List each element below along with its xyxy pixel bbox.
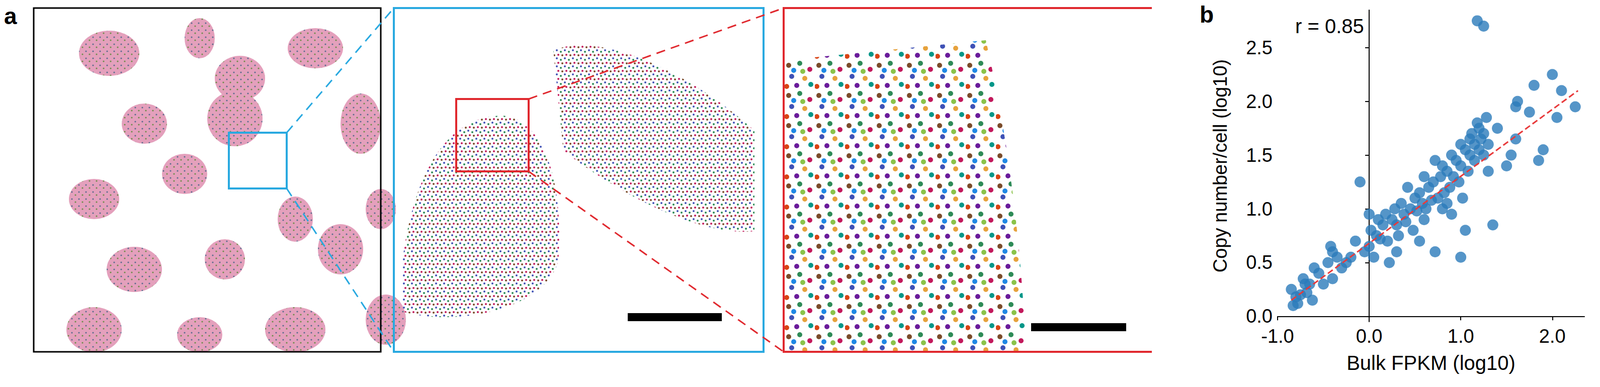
svg-text:1.0: 1.0	[1245, 198, 1273, 220]
svg-text:b: b	[1199, 1, 1214, 28]
svg-text:-1.0: -1.0	[1260, 325, 1294, 348]
svg-text:0.5: 0.5	[1245, 251, 1273, 274]
svg-text:0.0: 0.0	[1245, 305, 1273, 327]
svg-text:1.5: 1.5	[1245, 144, 1273, 166]
svg-text:Copy number/cell (log10): Copy number/cell (log10)	[1209, 59, 1231, 274]
svg-text:0.0: 0.0	[1356, 325, 1383, 348]
svg-text:2.0: 2.0	[1245, 91, 1273, 113]
svg-text:r = 0.85: r = 0.85	[1295, 15, 1365, 38]
svg-text:a: a	[4, 3, 18, 30]
svg-text:Bulk FPKM (log10): Bulk FPKM (log10)	[1346, 352, 1516, 375]
svg-text:2.0: 2.0	[1539, 325, 1566, 348]
svg-text:1.0: 1.0	[1447, 325, 1475, 348]
svg-text:2.5: 2.5	[1245, 37, 1273, 59]
